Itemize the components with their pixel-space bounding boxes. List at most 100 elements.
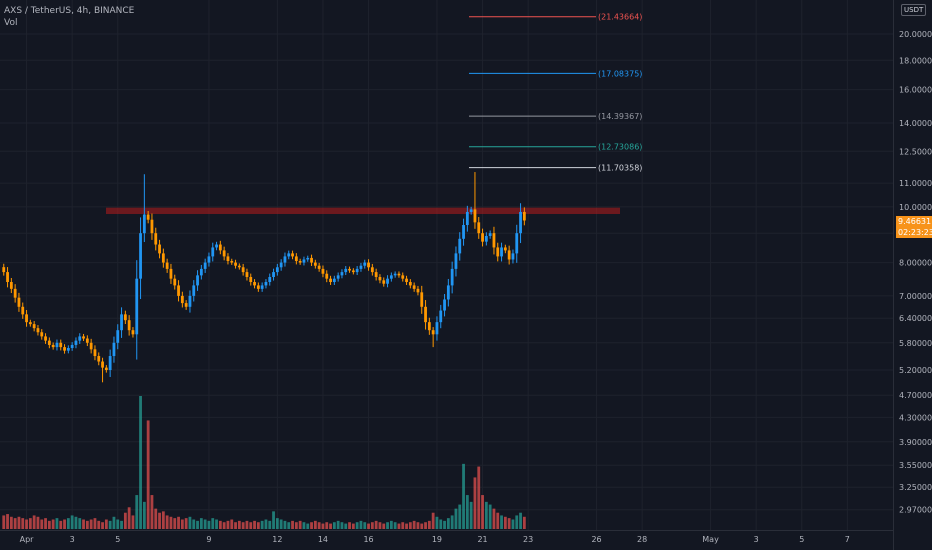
- candle-body: [260, 285, 264, 289]
- price-tick-label: 5.20000: [899, 366, 932, 375]
- price-tick-label: 7.00000: [899, 292, 932, 301]
- volume-bar: [325, 522, 329, 529]
- volume-bar: [6, 514, 9, 529]
- candle-body: [230, 261, 234, 263]
- volume-bar: [199, 518, 203, 529]
- candle-body: [386, 278, 389, 284]
- volume-bar: [359, 520, 363, 529]
- currency-unit-badge[interactable]: USDT: [901, 4, 927, 16]
- candle-body: [196, 275, 199, 286]
- time-tick-label: 21: [477, 535, 487, 544]
- candle-body: [211, 247, 215, 257]
- candle-body: [272, 272, 275, 278]
- volume-bar: [427, 520, 431, 529]
- time-tick-label: 5: [799, 535, 804, 544]
- candle-body: [401, 275, 405, 279]
- price-axis[interactable]: 2.97000 3.25000 3.55000 3.90000 4.30000 4.700…: [893, 0, 932, 550]
- volume-bar: [370, 522, 374, 529]
- time-tick-label: May: [702, 535, 719, 544]
- volume-bar: [2, 515, 6, 529]
- candle-body: [522, 211, 526, 221]
- volume-bar: [173, 518, 177, 529]
- candle-body: [112, 342, 116, 357]
- candle-body: [427, 322, 431, 331]
- volume-bar: [397, 523, 401, 529]
- candle-body: [226, 256, 230, 262]
- candle-body: [325, 273, 329, 279]
- candle-body: [17, 297, 21, 307]
- volume-bar: [367, 523, 370, 529]
- volume-bar: [207, 520, 211, 529]
- candle-body: [241, 267, 245, 273]
- candle-body: [108, 356, 112, 371]
- time-tick-label: 5: [115, 535, 120, 544]
- volume-bar: [374, 520, 378, 529]
- volume-bar: [522, 516, 526, 529]
- candle-body: [21, 306, 25, 315]
- candle-body: [481, 233, 484, 242]
- price-tick-label: 3.90000: [899, 438, 932, 447]
- volume-bar: [222, 522, 226, 529]
- candle-body: [188, 295, 192, 307]
- volume-bar: [127, 507, 131, 529]
- volume-bar: [123, 512, 127, 529]
- volume-bar: [310, 522, 313, 529]
- candle-body: [180, 295, 184, 304]
- candle-body: [256, 285, 260, 289]
- candle-body: [169, 268, 173, 279]
- price-tick-label: 20.00000: [899, 30, 932, 39]
- volume-bar: [340, 522, 344, 529]
- volume-bar: [268, 520, 272, 529]
- candle-body: [443, 299, 446, 311]
- candle-body: [469, 209, 473, 212]
- volume-bar: [25, 519, 28, 529]
- candle-body: [302, 259, 306, 263]
- volume-bar: [458, 504, 462, 529]
- volume-bars: [2, 396, 526, 529]
- candle-body: [104, 367, 108, 371]
- volume-bar: [131, 515, 135, 529]
- candle-body: [511, 253, 515, 260]
- price-tick-label: 4.30000: [899, 413, 932, 422]
- volume-bar: [40, 519, 44, 529]
- volume-bar: [21, 518, 25, 529]
- symbol-label[interactable]: AXS / TetherUS, 4h, BINANCE: [4, 6, 135, 16]
- candle-body: [405, 278, 408, 283]
- bar-countdown: 02:23:23: [898, 228, 932, 237]
- price-tick-label: 11.00000: [899, 179, 932, 188]
- candle-body: [154, 233, 158, 245]
- volume-bar: [329, 523, 332, 529]
- candle-body: [89, 342, 93, 350]
- volume-bar: [154, 508, 158, 529]
- volume-bar: [169, 516, 173, 529]
- volume-bar: [51, 519, 55, 529]
- candle-body: [340, 272, 344, 276]
- candle-body: [93, 349, 97, 357]
- volume-bar: [355, 522, 359, 529]
- candle-body: [63, 347, 66, 351]
- volume-bar: [306, 523, 310, 529]
- volume-bar: [180, 519, 184, 529]
- volume-bar: [218, 520, 222, 529]
- volume-bar: [363, 522, 367, 529]
- candle-body: [199, 268, 203, 276]
- candle-body: [59, 342, 63, 348]
- volume-bar: [245, 520, 249, 529]
- volume-bar: [230, 519, 234, 529]
- volume-bar: [393, 522, 397, 529]
- time-axis[interactable]: Apr 3 5 9 12 14 16 19 21 23 26 28 May 3 5 7: [0, 530, 893, 545]
- volume-label[interactable]: Vol: [4, 18, 18, 28]
- volume-bar: [59, 520, 63, 529]
- price-level-label: (11.70358): [598, 164, 642, 173]
- volume-bar: [408, 522, 412, 529]
- volume-bar: [469, 501, 473, 529]
- candle-body: [36, 328, 40, 333]
- price-tick-label: 14.00000: [899, 119, 932, 128]
- candle-body: [74, 340, 78, 345]
- volume-bar: [158, 512, 161, 529]
- candle-body: [484, 235, 488, 242]
- volume-bar: [405, 523, 408, 529]
- volume-bar: [462, 463, 465, 529]
- candle-body: [363, 262, 367, 266]
